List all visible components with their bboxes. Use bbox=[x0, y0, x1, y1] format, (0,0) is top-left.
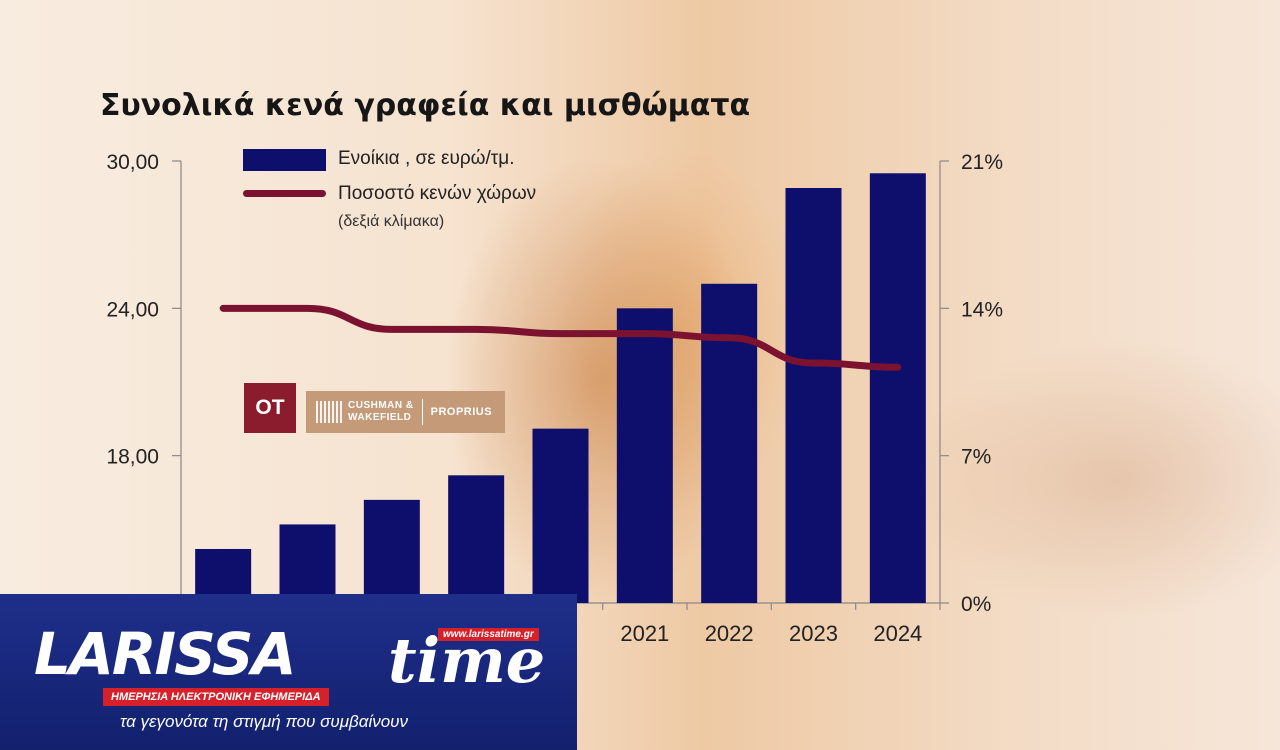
x-tick-label: 2022 bbox=[705, 621, 754, 646]
rent-bar bbox=[279, 524, 336, 603]
brand-name: LARISSA bbox=[34, 620, 296, 688]
cushman-text: CUSHMAN & WAKEFIELD bbox=[348, 400, 414, 423]
x-tick-label: 2024 bbox=[873, 621, 922, 646]
building-icon bbox=[316, 401, 342, 423]
rent-bar bbox=[448, 475, 505, 603]
rent-bar bbox=[701, 283, 758, 603]
rent-bar bbox=[363, 499, 420, 603]
rent-bar bbox=[195, 548, 252, 603]
cushman-wakefield-proprius-logo: CUSHMAN & WAKEFIELD PROPRIUS bbox=[306, 391, 505, 433]
rent-bar bbox=[532, 428, 589, 603]
y-left-tick-label: 30,00 bbox=[106, 151, 159, 174]
legend-bar-swatch bbox=[243, 149, 326, 171]
x-tick-label: 2023 bbox=[789, 621, 838, 646]
y-left-tick-label: 24,00 bbox=[106, 298, 159, 321]
y-right-tick-label: 7% bbox=[961, 446, 991, 469]
legend-note: (δεξιά κλίμακα) bbox=[338, 213, 445, 230]
y-right-tick-label: 14% bbox=[961, 298, 1003, 321]
y-left-tick-label: 18,00 bbox=[106, 446, 159, 469]
bars bbox=[195, 173, 926, 603]
rent-bar bbox=[869, 173, 926, 603]
rent-bar bbox=[616, 308, 673, 603]
brand-subtitle: ΗΜΕΡΗΣΙΑ ΗΛΕΚΤΡΟΝΙΚΗ ΕΦΗΜΕΡΙΔΑ bbox=[103, 688, 329, 706]
brand-tagline: τα γεγονότα τη στιγμή που συμβαίνουν bbox=[120, 712, 409, 731]
logo-separator bbox=[421, 399, 423, 425]
y-right-tick-label: 0% bbox=[961, 593, 991, 616]
legend-line-label: Ποσοστό κενών χώρων bbox=[338, 183, 537, 204]
y-right-tick-label: 21% bbox=[961, 151, 1003, 174]
ot-logo: OT bbox=[244, 383, 296, 433]
brand-url[interactable]: www.larissatime.gr bbox=[438, 628, 539, 641]
legend-line-swatch bbox=[243, 190, 326, 197]
vacancy-line bbox=[219, 304, 902, 371]
larissatime-banner[interactable]: LARISSA time www.larissatime.gr ΗΜΕΡΗΣΙΑ… bbox=[0, 594, 577, 750]
chart-title: Συνολικά κενά γραφεία και μισθώματα bbox=[100, 88, 751, 123]
proprius-text: PROPRIUS bbox=[430, 406, 493, 418]
x-tick-label: 2021 bbox=[620, 621, 669, 646]
rent-bar bbox=[785, 188, 842, 603]
legend-bar-label: Ενοίκια , σε ευρώ/τμ. bbox=[338, 148, 515, 169]
